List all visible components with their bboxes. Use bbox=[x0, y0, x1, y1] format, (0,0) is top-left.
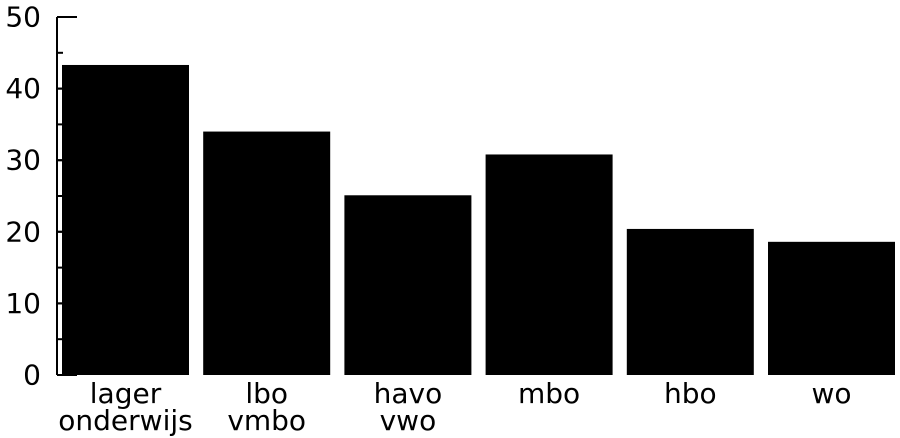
x-tick-label: lbo vmbo bbox=[227, 377, 306, 437]
bar bbox=[768, 241, 895, 375]
y-tick-label: 20 bbox=[5, 215, 41, 248]
bar bbox=[485, 154, 613, 375]
x-tick-label: wo bbox=[811, 377, 851, 410]
x-tick-label: havo vwo bbox=[374, 377, 443, 437]
x-tick-label: mbo bbox=[518, 377, 580, 410]
bars bbox=[62, 64, 895, 376]
x-tick-label: hbo bbox=[664, 377, 717, 410]
bar bbox=[344, 195, 472, 375]
y-tick-label: 10 bbox=[5, 287, 41, 320]
x-tick-label: lager onderwijs bbox=[58, 377, 192, 437]
y-tick-label: 50 bbox=[5, 1, 41, 34]
x-axis-labels: lager onderwijs lbo vmbo havo vwo mbo hbo wo bbox=[58, 377, 851, 437]
bar bbox=[62, 64, 189, 376]
y-tick-label: 30 bbox=[5, 144, 41, 177]
y-tick-label: 40 bbox=[5, 72, 41, 105]
bar bbox=[626, 228, 754, 375]
y-tick-label: 0 bbox=[23, 359, 41, 392]
bar bbox=[203, 131, 331, 375]
